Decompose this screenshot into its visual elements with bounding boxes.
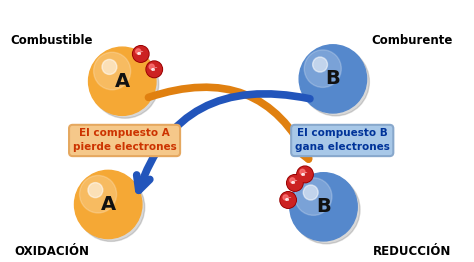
FancyArrowPatch shape [137, 94, 310, 190]
Circle shape [147, 62, 162, 77]
Circle shape [297, 166, 313, 183]
Circle shape [303, 185, 318, 200]
Circle shape [288, 176, 302, 190]
Text: e⁻: e⁻ [291, 181, 299, 185]
Text: e⁻: e⁻ [151, 67, 158, 72]
Circle shape [80, 176, 117, 213]
Text: e⁻: e⁻ [137, 51, 145, 56]
Circle shape [300, 169, 305, 174]
Text: B: B [316, 197, 331, 216]
Text: A: A [100, 195, 116, 214]
Circle shape [290, 178, 295, 183]
Circle shape [89, 47, 156, 115]
Circle shape [146, 61, 163, 78]
Circle shape [281, 193, 295, 207]
Text: Comburente: Comburente [372, 35, 453, 47]
Text: Combustible: Combustible [11, 35, 93, 47]
Circle shape [136, 49, 141, 54]
Circle shape [74, 170, 142, 239]
Circle shape [298, 167, 312, 182]
Circle shape [102, 59, 117, 74]
Circle shape [134, 47, 148, 61]
Circle shape [133, 46, 149, 62]
Text: e⁻: e⁻ [301, 172, 309, 177]
Text: REDUCCIÓN: REDUCCIÓN [373, 245, 452, 258]
Circle shape [302, 48, 369, 116]
Circle shape [77, 173, 145, 241]
Text: A: A [115, 72, 130, 91]
Circle shape [91, 50, 159, 118]
Text: El compuesto B
gana electrones: El compuesto B gana electrones [295, 128, 390, 152]
Text: B: B [326, 69, 340, 88]
Circle shape [295, 178, 332, 215]
Circle shape [299, 45, 366, 113]
Circle shape [292, 176, 360, 244]
Text: e⁻: e⁻ [284, 198, 292, 203]
Circle shape [290, 173, 357, 241]
Circle shape [280, 192, 296, 208]
Circle shape [287, 175, 303, 191]
Circle shape [93, 52, 131, 90]
Circle shape [283, 195, 288, 200]
Circle shape [304, 50, 341, 88]
Circle shape [88, 183, 103, 198]
Text: OXIDACIÓN: OXIDACIÓN [15, 245, 90, 258]
Text: El compuesto A
pierde electrones: El compuesto A pierde electrones [73, 128, 176, 152]
Circle shape [313, 57, 328, 72]
FancyArrowPatch shape [148, 87, 309, 159]
Circle shape [149, 64, 154, 69]
